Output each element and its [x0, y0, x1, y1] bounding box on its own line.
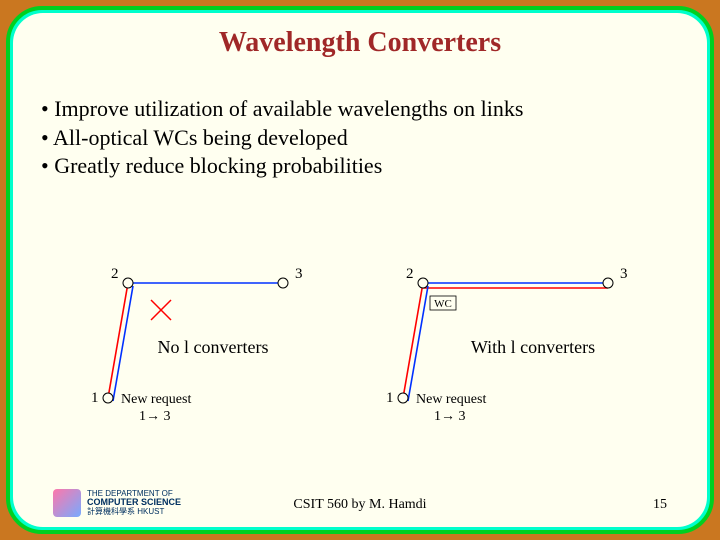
svg-text:1: 1 [386, 390, 394, 406]
footer-center: CSIT 560 by M. Hamdi [13, 497, 707, 513]
svg-text:3: 3 [620, 266, 628, 282]
svg-text:3: 3 [295, 266, 303, 282]
bullet-item: Greatly reduce blocking probabilities [41, 152, 687, 181]
bullet-item: Improve utilization of available wavelen… [41, 95, 687, 124]
slide-title: Wavelength Converters [13, 13, 707, 59]
footer-page-number: 15 [653, 497, 667, 513]
svg-text:1→ 3: 1→ 3 [434, 409, 466, 424]
svg-text:With l converters: With l converters [471, 337, 595, 357]
svg-text:No l converters: No l converters [158, 337, 269, 357]
svg-text:1→ 3: 1→ 3 [139, 409, 171, 424]
svg-text:WC: WC [434, 298, 452, 310]
bullet-item: All-optical WCs being developed [41, 124, 687, 153]
svg-text:New request: New request [416, 392, 486, 407]
svg-text:2: 2 [111, 266, 119, 282]
slide-inner-frame: Wavelength Converters Improve utilizatio… [13, 13, 707, 527]
diagram-svg: 1 2 3 No l converters New request 1→ 3 1 2 3 WC Wi… [73, 248, 673, 448]
svg-text:New request: New request [121, 392, 191, 407]
slide-outer-frame: Wavelength Converters Improve utilizatio… [6, 6, 714, 534]
svg-text:1: 1 [91, 390, 99, 406]
svg-text:2: 2 [406, 266, 414, 282]
bullet-list: Improve utilization of available wavelen… [41, 95, 687, 181]
